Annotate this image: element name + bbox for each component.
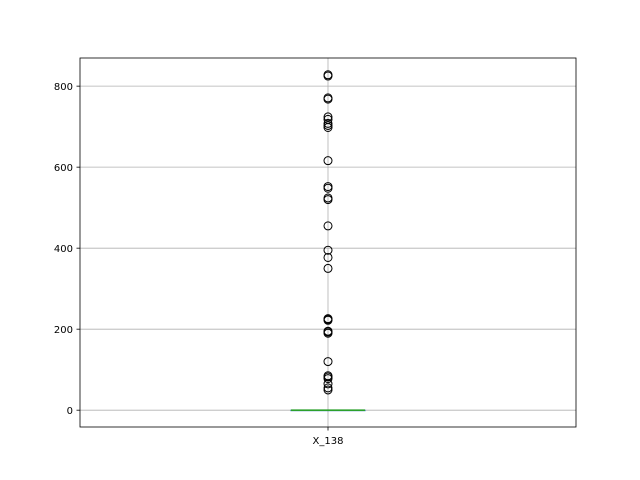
outlier-point (323, 156, 333, 166)
y-tick-label: 800 (54, 82, 73, 93)
x-tick-label: X_138 (313, 436, 344, 447)
outlier-point (323, 383, 333, 393)
y-tick-label: 0 (67, 406, 73, 417)
outlier-point (323, 357, 333, 367)
outlier-point (323, 114, 333, 124)
outlier-point (323, 93, 333, 103)
outlier-point (323, 193, 333, 203)
y-tick-label: 200 (54, 325, 73, 336)
outlier-point (323, 70, 333, 80)
outlier-point (323, 245, 333, 255)
outlier-point (323, 252, 333, 262)
outlier-group (323, 70, 333, 395)
box-group (290, 409, 366, 412)
outlier-point (323, 263, 333, 273)
outlier-point (323, 182, 333, 192)
outlier-point (323, 118, 333, 128)
outlier-point (323, 112, 333, 122)
outlier-point (323, 314, 333, 324)
y-tick-label: 400 (54, 244, 73, 255)
outlier-point (323, 221, 333, 231)
axes: 0 200 400 600 800 X_138 (54, 82, 344, 447)
outlier-point (323, 371, 333, 381)
outlier-point (323, 326, 333, 336)
y-tick-label: 600 (54, 163, 73, 174)
